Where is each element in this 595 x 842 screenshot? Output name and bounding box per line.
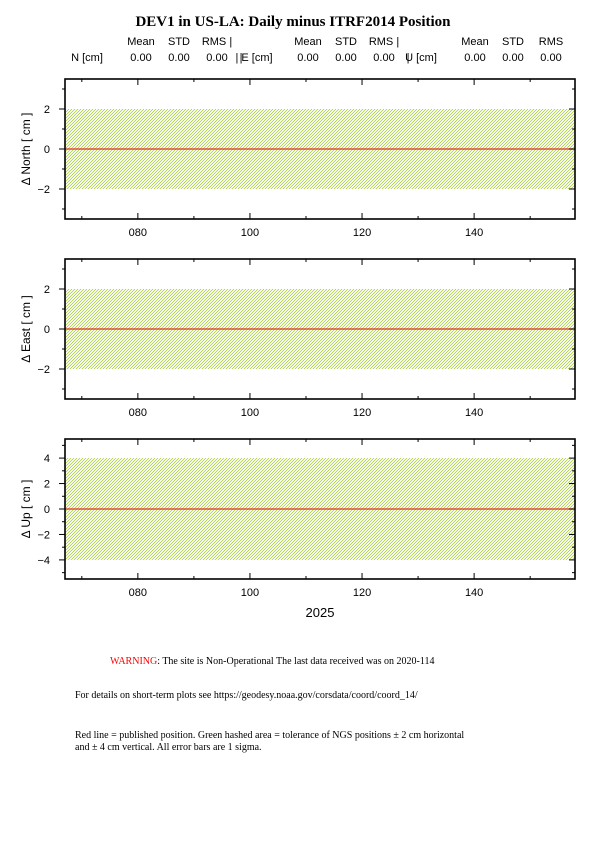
y-tick-label: −2 — [37, 184, 50, 196]
y-tick-label: 0 — [44, 144, 50, 156]
x-tick-label: 140 — [465, 587, 483, 599]
stats-separator: | — [240, 52, 243, 64]
x-tick-label: 100 — [241, 407, 259, 419]
y-tick-label: −2 — [37, 364, 50, 376]
y-axis-label: Δ East [ cm ] — [19, 295, 33, 362]
stats-header-1: STD — [335, 36, 357, 48]
stats-header-2: RMS | — [202, 36, 232, 48]
stats-mean: 0.00 — [130, 52, 151, 64]
x-tick-label: 100 — [241, 587, 259, 599]
warning-label: WARNING — [110, 656, 158, 667]
x-tick-label: 120 — [353, 407, 371, 419]
y-tick-label: 2 — [44, 479, 50, 491]
panel-1: 080 100 120 140 −2 0 2 Δ East [ cm ] — [19, 258, 576, 419]
stats-header-0: Mean — [127, 36, 155, 48]
stats-separator: | — [407, 52, 410, 64]
y-tick-label: 0 — [44, 324, 50, 336]
stats-header-0: Mean — [461, 36, 489, 48]
panel-2: 080 100 120 140 −4 −2 0 2 4 Δ Up [ cm ] 2025 — [19, 438, 576, 620]
y-tick-label: −2 — [37, 529, 50, 541]
legend-note-line2: and ± 4 cm vertical. All error bars are … — [75, 742, 262, 753]
x-tick-label: 120 — [353, 587, 371, 599]
y-tick-label: 4 — [44, 453, 50, 465]
stats-label: U [cm] — [405, 52, 437, 64]
stats-rms: 0.00 — [206, 52, 227, 64]
x-tick-label: 140 — [465, 227, 483, 239]
stats-header-1: STD — [168, 36, 190, 48]
stats-rms: 0.00 — [540, 52, 561, 64]
stats-mean: 0.00 — [464, 52, 485, 64]
y-tick-label: 0 — [44, 504, 50, 516]
stats-header-2: RMS — [539, 36, 563, 48]
panel-0: 080 100 120 140 −2 0 2 Δ North [ cm ] — [19, 78, 576, 239]
stats-std: 0.00 — [502, 52, 523, 64]
stats-rms: 0.00 — [373, 52, 394, 64]
chart-title: DEV1 in US-LA: Daily minus ITRF2014 Posi… — [135, 14, 451, 30]
x-tick-label: 140 — [465, 407, 483, 419]
stats-header-1: STD — [502, 36, 524, 48]
x-tick-label: 080 — [129, 227, 147, 239]
x-axis-label: 2025 — [306, 605, 335, 620]
y-tick-label: −4 — [37, 555, 50, 567]
y-tick-label: 2 — [44, 104, 50, 116]
y-axis-label: Δ North [ cm ] — [19, 113, 33, 186]
x-tick-label: 100 — [241, 227, 259, 239]
details-note: For details on short-term plots see http… — [75, 690, 418, 701]
x-tick-label: 120 — [353, 227, 371, 239]
stats-header-2: RMS | — [369, 36, 399, 48]
stats-header-0: Mean — [294, 36, 322, 48]
warning-text: : The site is Non-Operational The last d… — [157, 656, 435, 667]
stats-label: N [cm] — [71, 52, 103, 64]
legend-note-line1: Red line = published position. Green has… — [75, 730, 465, 741]
stats-header: Mean STD RMS | N [cm] 0.00 0.00 0.00 | Mean STD RM… — [71, 36, 563, 64]
warning-note: WARNING: The site is Non-Operational The… — [110, 656, 434, 668]
stats-std: 0.00 — [335, 52, 356, 64]
chart-panels: 080 100 120 140 −2 0 2 Δ North [ cm ] 080 100 120 1… — [19, 78, 576, 620]
x-tick-label: 080 — [129, 407, 147, 419]
stats-std: 0.00 — [168, 52, 189, 64]
stats-mean: 0.00 — [297, 52, 318, 64]
y-axis-label: Δ Up [ cm ] — [19, 480, 33, 539]
y-tick-label: 2 — [44, 284, 50, 296]
stats-label: | E [cm] — [235, 52, 272, 64]
x-tick-label: 080 — [129, 587, 147, 599]
